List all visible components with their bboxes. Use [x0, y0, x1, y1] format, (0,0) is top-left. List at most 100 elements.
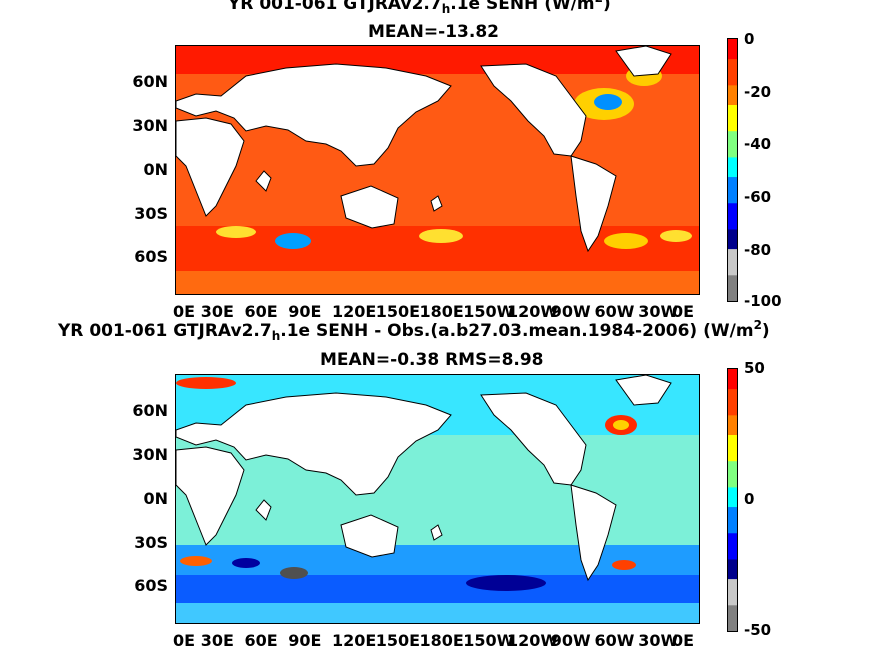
top-cbar-step — [728, 255, 737, 263]
bottom-xtick-6: 180E — [419, 631, 464, 650]
bottom-title-mean-rms: MEAN=-0.38 RMS=8.98 — [320, 350, 544, 370]
bottom-cbar-step — [728, 421, 737, 429]
top-cbar-step — [728, 104, 737, 112]
bottom-xtick-1: 30E — [200, 631, 234, 650]
bottom-ytick-30n: 30N — [132, 445, 168, 464]
bottom-cbar-step — [728, 388, 737, 396]
bottom-cbar-step — [728, 401, 737, 409]
top-title-mean: MEAN=-13.82 — [368, 22, 499, 42]
bottom-xtick-5: 150E — [375, 631, 421, 650]
bottom-cbar-step — [728, 467, 737, 475]
top-colorbar-svg — [728, 39, 737, 301]
top-cbar-step — [728, 52, 737, 60]
top-cbar-step — [728, 222, 737, 230]
bottom-xtick-8: 120W — [507, 631, 559, 650]
top-cbar-tick-40: -40 — [744, 135, 772, 153]
bottom-cbar-step — [728, 460, 737, 468]
top-cbar-tick-100: -100 — [744, 292, 782, 310]
bottom-cbar-step — [728, 565, 737, 573]
top-ytick-30s: 30S — [134, 204, 168, 223]
top-cbar-step — [728, 287, 737, 295]
bottom-cbar-step — [728, 526, 737, 534]
top-map-svg — [176, 46, 699, 294]
top-ytick-60s: 60S — [134, 247, 168, 266]
bottom-cbar-step — [728, 578, 737, 586]
bottom-cbar-step — [728, 382, 737, 390]
top-cbar-tick-0: 0 — [744, 30, 755, 48]
bottom-map-panel — [175, 374, 700, 624]
top-xtick-7: 150W — [463, 302, 515, 321]
top-cbar-step — [728, 228, 737, 236]
bottom-cbar-step — [728, 375, 737, 383]
top-xtick-5: 150E — [375, 302, 421, 321]
top-cbar-step — [728, 202, 737, 210]
bottom-xtick-10: 60W — [594, 631, 635, 650]
top-xtick-10: 60W — [594, 302, 635, 321]
bottom-cbar-tick-minus50: -50 — [744, 621, 772, 639]
top-cbar-step — [728, 91, 737, 99]
bottom-cbar-step — [728, 414, 737, 422]
top-xtick-1: 30E — [200, 302, 234, 321]
top-cbar-step — [728, 78, 737, 86]
bottom-title-line1: YR 001-061 GTJRAv2.7h.1e SENH - Obs.(a.b… — [58, 318, 770, 343]
bottom-cbar-step — [728, 473, 737, 481]
top-ytick-30n: 30N — [132, 116, 168, 135]
top-cbar-step — [728, 242, 737, 250]
bottom-cbar-tick-0: 0 — [744, 490, 755, 508]
bottom-land — [176, 375, 672, 582]
bottom-colorbar-svg — [728, 369, 737, 631]
top-xtick-9: 90W — [550, 302, 591, 321]
top-cbar-step — [728, 268, 737, 276]
bottom-cbar-step — [728, 395, 737, 403]
bottom-ytick-60n: 60N — [132, 401, 168, 420]
top-cbar-step — [728, 176, 737, 184]
bottom-cbar-step — [728, 519, 737, 527]
top-cbar-step — [728, 58, 737, 66]
bottom-xtick-7: 150W — [463, 631, 515, 650]
bottom-xtick-2: 60E — [244, 631, 278, 650]
top-cbar-step — [728, 248, 737, 256]
bottom-map-svg — [176, 375, 699, 623]
bottom-cbar-step — [728, 434, 737, 442]
top-cbar-tick-20: -20 — [744, 83, 772, 101]
top-xtick-4: 120E — [332, 302, 377, 321]
top-xtick-6: 180E — [419, 302, 464, 321]
bottom-cbar-step — [728, 558, 737, 566]
bottom-cbar-step — [728, 447, 737, 455]
top-cbar-tick-80: -80 — [744, 241, 772, 259]
top-cbar-step — [728, 117, 737, 125]
top-cbar-step — [728, 45, 737, 53]
bottom-cbar-step — [728, 624, 737, 631]
bottom-ytick-30s: 30S — [134, 533, 168, 552]
bottom-ytick-60s: 60S — [134, 576, 168, 595]
bottom-cbar-step — [728, 427, 737, 435]
top-cbar-step — [728, 281, 737, 289]
top-cbar-step — [728, 274, 737, 282]
top-cbar-step — [728, 215, 737, 223]
top-colorbar — [727, 38, 738, 302]
bottom-ytick-0n: 0N — [143, 489, 168, 508]
top-xtick-12: 0E — [672, 302, 695, 321]
bottom-cbar-step — [728, 441, 737, 449]
top-cbar-step — [728, 235, 737, 243]
bottom-cbar-step — [728, 506, 737, 514]
bottom-xtick-9: 90W — [550, 631, 591, 650]
top-cbar-step — [728, 39, 737, 47]
bottom-cbar-step — [728, 500, 737, 508]
top-cbar-step — [728, 294, 737, 301]
top-cbar-step — [728, 130, 737, 138]
bottom-cbar-step — [728, 532, 737, 540]
bottom-xtick-4: 120E — [332, 631, 377, 650]
bottom-cbar-step — [728, 572, 737, 580]
top-cbar-step — [728, 71, 737, 79]
top-cbar-step — [728, 261, 737, 269]
bottom-cbar-step — [728, 552, 737, 560]
top-cbar-step — [728, 137, 737, 145]
top-xtick-8: 120W — [507, 302, 559, 321]
bottom-cbar-step — [728, 486, 737, 494]
bottom-cbar-step — [728, 598, 737, 606]
top-land — [176, 46, 672, 253]
bottom-cbar-tick-50: 50 — [744, 359, 765, 377]
top-cbar-step — [728, 209, 737, 217]
top-cbar-step — [728, 150, 737, 158]
